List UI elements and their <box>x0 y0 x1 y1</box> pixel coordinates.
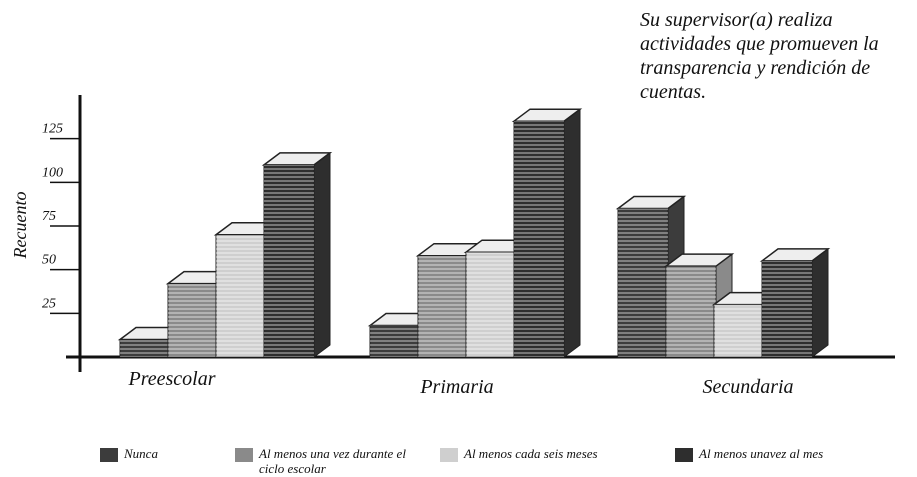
bar-side <box>563 108 581 358</box>
legend-swatch <box>440 448 458 462</box>
bar-texture <box>120 339 170 357</box>
y-tick-label: 100 <box>42 165 63 180</box>
bar-texture <box>418 255 468 357</box>
y-tick-label: 50 <box>42 253 56 268</box>
bar-side <box>313 151 331 358</box>
bar-texture <box>216 234 266 357</box>
bar-texture <box>762 260 812 357</box>
x-tick-label: Preescolar <box>127 368 215 390</box>
legend-label: Nunca <box>124 446 158 461</box>
bar-texture <box>714 304 764 357</box>
legend-item: Al menos una vez durante el ciclo escola… <box>235 446 435 476</box>
legend-label: Al menos cada seis meses <box>464 446 598 461</box>
bar-texture <box>666 266 716 357</box>
bar-texture <box>514 121 564 357</box>
y-tick-label: 75 <box>42 209 56 224</box>
bar-texture <box>370 325 420 357</box>
legend-item: Al menos unavez al mes <box>675 446 905 462</box>
bar-side <box>811 247 829 358</box>
bar-texture <box>264 164 314 357</box>
legend-swatch <box>100 448 118 462</box>
y-tick-label: 25 <box>42 296 56 311</box>
y-tick-label: 125 <box>42 122 63 137</box>
x-tick-label: Secundaria <box>702 376 793 398</box>
legend-item: Al menos cada seis meses <box>440 446 670 462</box>
legend: Nunca Al menos una vez durante el ciclo e… <box>100 446 910 476</box>
chart-title: Su supervisor(a) realiza actividades que… <box>640 9 879 103</box>
bar-texture <box>618 208 668 357</box>
y-axis-label: Recuento <box>10 192 30 260</box>
legend-swatch <box>675 448 693 462</box>
legend-label: Al menos unavez al mes <box>699 446 824 461</box>
legend-swatch <box>235 448 253 462</box>
bar-texture <box>466 252 516 357</box>
x-tick-label: Primaria <box>419 376 493 398</box>
legend-item: Nunca <box>100 446 190 462</box>
bar-texture <box>168 283 218 357</box>
legend-label: Al menos una vez durante el ciclo escola… <box>259 446 406 476</box>
